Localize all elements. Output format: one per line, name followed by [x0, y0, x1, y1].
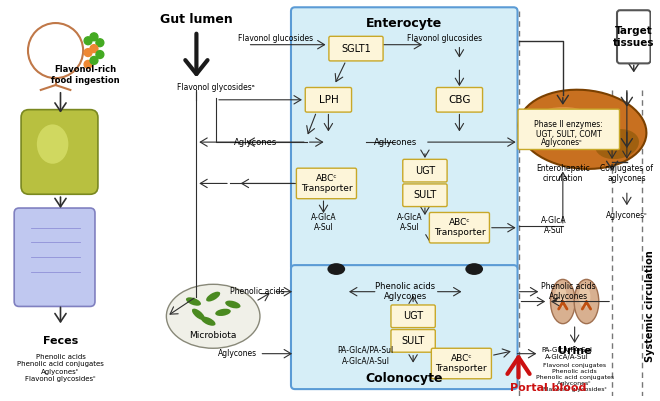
Text: A-GlcA
A-Sul: A-GlcA A-Sul — [397, 213, 423, 233]
FancyBboxPatch shape — [391, 305, 436, 328]
Circle shape — [96, 51, 104, 59]
Text: Flavonol-rich
food ingestion: Flavonol-rich food ingestion — [51, 65, 119, 85]
FancyBboxPatch shape — [436, 87, 482, 112]
Text: Portal blood: Portal blood — [510, 383, 586, 393]
Circle shape — [90, 57, 98, 65]
Text: SULT: SULT — [401, 336, 425, 346]
Text: Urine: Urine — [558, 346, 591, 356]
FancyBboxPatch shape — [15, 208, 95, 306]
Text: SGLT1: SGLT1 — [341, 44, 371, 54]
FancyBboxPatch shape — [21, 109, 98, 194]
Ellipse shape — [579, 286, 591, 308]
FancyBboxPatch shape — [329, 36, 383, 61]
Text: PA-GlcA/PA-Sul
A-GlcA/A-Sul: PA-GlcA/PA-Sul A-GlcA/A-Sul — [338, 346, 394, 365]
Text: Aglyconesᶜ: Aglyconesᶜ — [606, 211, 648, 221]
Ellipse shape — [519, 90, 646, 169]
Text: LPH: LPH — [319, 95, 339, 105]
Circle shape — [84, 49, 92, 57]
Text: Colonocyte: Colonocyte — [366, 372, 443, 385]
FancyBboxPatch shape — [306, 87, 352, 112]
Text: Flavonol glycosidesᵃ: Flavonol glycosidesᵃ — [178, 83, 255, 93]
Text: Gut lumen: Gut lumen — [160, 12, 233, 26]
Text: Phenolic acids
Aglycones: Phenolic acids Aglycones — [375, 282, 436, 302]
Text: Microbiota: Microbiota — [189, 332, 237, 340]
Text: Flavonol glucosides: Flavonol glucosides — [407, 34, 482, 43]
Text: Phenolic acids: Phenolic acids — [230, 287, 285, 296]
Text: ABCᶜ
Transporter: ABCᶜ Transporter — [300, 174, 352, 193]
Text: ABCᶜ
Transporter: ABCᶜ Transporter — [436, 354, 487, 373]
Text: Conjugates of
aglycones: Conjugates of aglycones — [601, 164, 653, 183]
Ellipse shape — [225, 301, 240, 308]
Circle shape — [84, 61, 92, 68]
Text: Aglycones: Aglycones — [234, 138, 277, 147]
Ellipse shape — [201, 317, 216, 326]
Text: Feces: Feces — [43, 336, 78, 346]
Ellipse shape — [192, 309, 205, 320]
FancyBboxPatch shape — [291, 7, 517, 271]
Text: UGT: UGT — [403, 311, 423, 321]
Text: ABCᶜ
Transporter: ABCᶜ Transporter — [434, 218, 485, 237]
Text: A-GlcA
A-Sul: A-GlcA A-Sul — [311, 213, 337, 233]
FancyBboxPatch shape — [403, 159, 447, 182]
Ellipse shape — [327, 263, 345, 275]
Text: A-GlcA
A-Sul: A-GlcA A-Sul — [541, 216, 567, 235]
Ellipse shape — [186, 297, 201, 306]
Text: Phenolic acids
Aglycones: Phenolic acids Aglycones — [541, 282, 596, 302]
FancyBboxPatch shape — [518, 109, 620, 150]
Text: Flavonol glucosides: Flavonol glucosides — [238, 34, 313, 43]
Text: Aglyconesᶜ: Aglyconesᶜ — [541, 138, 583, 147]
Text: Enterocyte: Enterocyte — [366, 16, 442, 30]
Text: Flavonol conjugates
Phenolic acids
Phenolic acid conjugates
Aglyconesᶜ
Flavonol : Flavonol conjugates Phenolic acids Pheno… — [536, 363, 614, 392]
Ellipse shape — [574, 279, 599, 324]
Ellipse shape — [550, 279, 575, 324]
Text: Phenolic acids
Phenolic acid conjugates
Aglyconesᶜ
Flavonol glycosidesᶜ: Phenolic acids Phenolic acid conjugates … — [17, 354, 104, 382]
Ellipse shape — [206, 292, 220, 302]
Text: Aglycones: Aglycones — [218, 349, 257, 358]
Ellipse shape — [37, 124, 69, 164]
Ellipse shape — [595, 129, 639, 159]
Circle shape — [84, 37, 92, 45]
Text: Systemic circulation: Systemic circulation — [645, 251, 655, 363]
Text: SULT: SULT — [413, 190, 436, 200]
Text: UGT: UGT — [415, 166, 435, 176]
FancyBboxPatch shape — [430, 213, 490, 243]
Ellipse shape — [555, 286, 567, 308]
Ellipse shape — [215, 309, 231, 316]
Text: PA-GlcA/PA-Sul
A-GlcA/A-Sul: PA-GlcA/PA-Sul A-GlcA/A-Sul — [541, 347, 592, 360]
Circle shape — [90, 33, 98, 41]
Circle shape — [96, 39, 104, 47]
FancyBboxPatch shape — [617, 10, 651, 63]
FancyBboxPatch shape — [291, 265, 517, 389]
Ellipse shape — [166, 284, 260, 348]
Circle shape — [90, 45, 98, 53]
Text: Target
tissues: Target tissues — [613, 26, 655, 48]
FancyBboxPatch shape — [296, 168, 356, 198]
FancyBboxPatch shape — [391, 330, 436, 352]
Ellipse shape — [533, 107, 602, 142]
Ellipse shape — [465, 263, 483, 275]
Text: Phase II enzymes:
UGT, SULT, COMT: Phase II enzymes: UGT, SULT, COMT — [535, 119, 603, 139]
Text: CBG: CBG — [448, 95, 471, 105]
Text: Aglycones: Aglycones — [374, 138, 417, 147]
FancyBboxPatch shape — [432, 348, 492, 379]
Text: Enterohepatic
circulation: Enterohepatic circulation — [536, 164, 590, 183]
FancyBboxPatch shape — [403, 184, 447, 207]
